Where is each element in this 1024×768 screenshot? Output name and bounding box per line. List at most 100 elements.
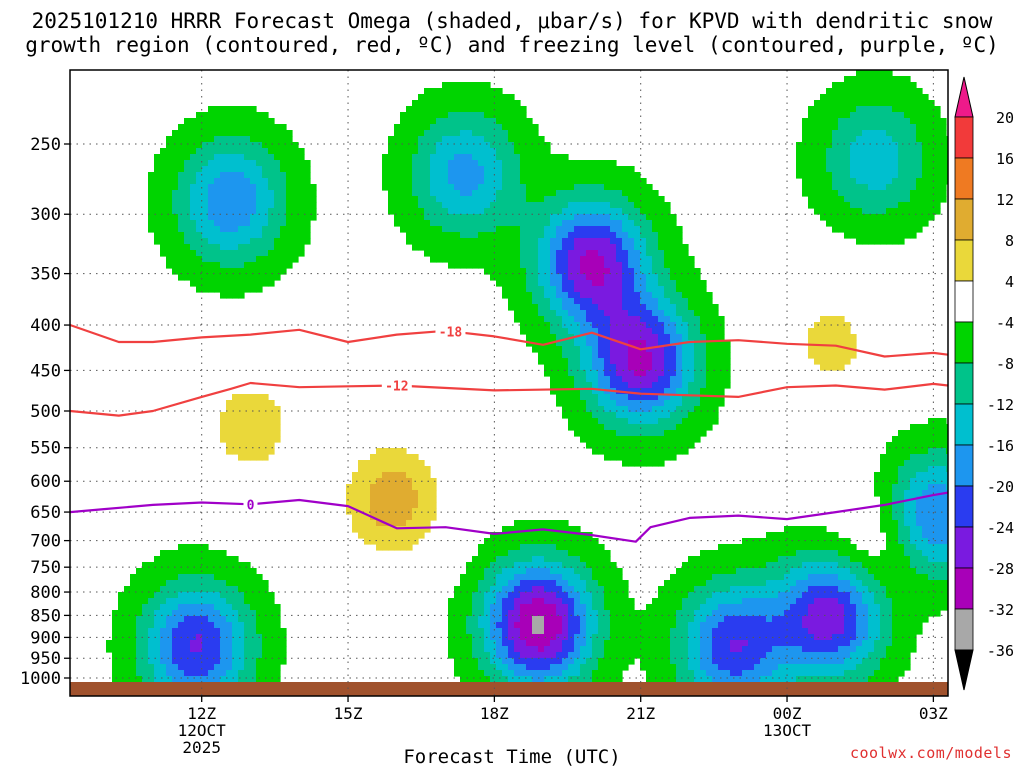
omega-cell xyxy=(370,478,377,485)
omega-cell xyxy=(664,298,671,305)
omega-cell xyxy=(394,142,401,149)
omega-cell xyxy=(508,118,515,125)
omega-cell xyxy=(178,244,185,251)
omega-cell xyxy=(232,130,239,137)
omega-cell xyxy=(712,400,719,407)
omega-cell xyxy=(628,298,635,305)
omega-cell xyxy=(700,574,707,581)
omega-cell xyxy=(772,574,779,581)
omega-cell xyxy=(178,640,185,647)
omega-cell xyxy=(508,298,515,305)
omega-cell xyxy=(172,166,179,173)
omega-cell xyxy=(472,226,479,233)
omega-cell xyxy=(562,232,569,239)
omega-cell xyxy=(490,118,497,125)
omega-cell xyxy=(646,652,653,659)
omega-cell xyxy=(526,544,533,551)
omega-cell xyxy=(298,184,305,191)
omega-cell xyxy=(730,604,737,611)
omega-cell xyxy=(442,202,449,209)
omega-cell xyxy=(448,124,455,131)
omega-cell xyxy=(652,274,659,281)
omega-cell xyxy=(712,412,719,419)
omega-cell xyxy=(736,676,743,683)
omega-cell xyxy=(442,214,449,221)
omega-cell xyxy=(574,172,581,179)
omega-cell xyxy=(604,256,611,263)
omega-cell xyxy=(502,244,509,251)
omega-cell xyxy=(592,592,599,599)
omega-cell xyxy=(580,232,587,239)
omega-cell xyxy=(568,310,575,317)
omega-cell xyxy=(556,160,563,167)
omega-cell xyxy=(508,604,515,611)
omega-cell xyxy=(448,610,455,617)
omega-cell xyxy=(760,550,767,557)
omega-cell xyxy=(628,454,635,461)
omega-cell xyxy=(670,616,677,623)
omega-cell xyxy=(514,118,521,125)
omega-cell xyxy=(262,400,269,407)
omega-cell xyxy=(400,178,407,185)
omega-cell xyxy=(148,202,155,209)
omega-cell xyxy=(430,250,437,257)
omega-cell xyxy=(742,634,749,641)
omega-cell xyxy=(208,664,215,671)
omega-cell xyxy=(616,574,623,581)
omega-cell xyxy=(556,262,563,269)
omega-cell xyxy=(676,304,683,311)
omega-cell xyxy=(532,298,539,305)
omega-cell xyxy=(172,676,179,683)
omega-cell xyxy=(676,226,683,233)
omega-cell xyxy=(508,670,515,677)
omega-cell xyxy=(676,448,683,455)
omega-cell xyxy=(478,622,485,629)
omega-cell xyxy=(706,298,713,305)
omega-cell xyxy=(664,304,671,311)
omega-cell xyxy=(394,448,401,455)
omega-cell xyxy=(430,118,437,125)
omega-cell xyxy=(574,574,581,581)
omega-cell xyxy=(538,568,545,575)
omega-cell xyxy=(580,274,587,281)
omega-cell xyxy=(466,646,473,653)
omega-cell xyxy=(598,172,605,179)
omega-cell xyxy=(520,622,527,629)
omega-cell xyxy=(520,202,527,209)
omega-cell xyxy=(538,676,545,683)
omega-cell xyxy=(268,118,275,125)
omega-cell xyxy=(598,604,605,611)
omega-cell xyxy=(484,262,491,269)
omega-cell xyxy=(664,598,671,605)
omega-cell xyxy=(772,592,779,599)
omega-cell xyxy=(502,526,509,533)
omega-cell xyxy=(196,616,203,623)
omega-cell xyxy=(400,190,407,197)
omega-cell xyxy=(664,226,671,233)
omega-cell xyxy=(286,232,293,239)
omega-cell xyxy=(610,322,617,329)
omega-cell xyxy=(496,208,503,215)
omega-cell xyxy=(598,322,605,329)
omega-cell xyxy=(580,334,587,341)
omega-cell xyxy=(376,496,383,503)
omega-cell xyxy=(172,220,179,227)
omega-cell xyxy=(214,160,221,167)
omega-cell xyxy=(286,160,293,167)
omega-cell xyxy=(424,154,431,161)
omega-cell xyxy=(568,304,575,311)
omega-cell xyxy=(556,592,563,599)
omega-cell xyxy=(694,652,701,659)
omega-cell xyxy=(604,424,611,431)
omega-cell xyxy=(748,622,755,629)
omega-cell xyxy=(244,442,251,449)
omega-cell xyxy=(568,592,575,599)
omega-cell xyxy=(604,616,611,623)
omega-cell xyxy=(226,448,233,455)
omega-cell xyxy=(628,286,635,293)
omega-cell xyxy=(502,232,509,239)
omega-cell xyxy=(274,208,281,215)
omega-cell xyxy=(184,568,191,575)
omega-cell xyxy=(724,610,731,617)
omega-cell xyxy=(730,586,737,593)
